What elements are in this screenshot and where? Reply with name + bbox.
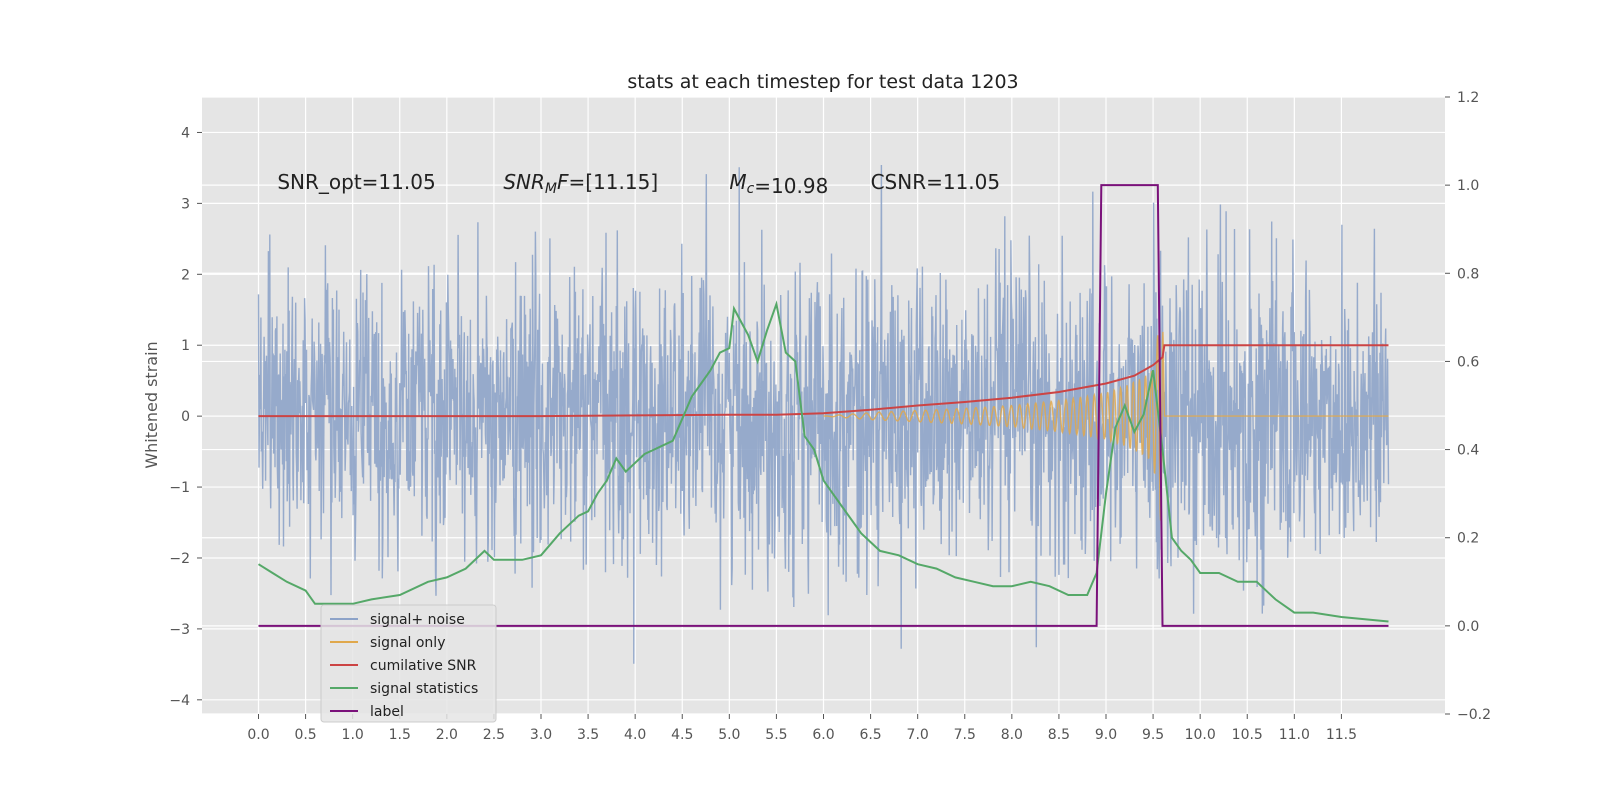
x-tick-label-10: 5.0: [718, 727, 740, 743]
x-tick-label-11: 5.5: [765, 727, 787, 743]
x-tick-label-8: 4.0: [624, 727, 646, 743]
legend-label-1: signal only: [370, 635, 445, 651]
y-tick-label-7: 3: [181, 196, 190, 212]
series-line-3: [257, 300, 1389, 623]
x-tick-label-5: 2.5: [483, 727, 505, 743]
x-axis: 0.0 0.5 1.0 1.5 2.0 2.5 3.0 3.5 4.0 4.5 5.0 5.5 6.0 6…: [247, 714, 1357, 743]
legend-box: [320, 604, 497, 723]
x-tick-label-14: 7.0: [907, 727, 929, 743]
plot-area: [257, 164, 1390, 664]
legend-label-2: cumilative SNR: [370, 658, 477, 674]
annotation-0: SNR_opt=11.05: [277, 170, 435, 194]
series-signal-only: [823, 331, 1389, 521]
y-axis-left: −4 −3 −2 −1 0 1 2 3 4: [169, 125, 202, 709]
y-tick-label-3: −1: [169, 480, 190, 496]
annotation-2: Mc=10.98: [729, 170, 828, 198]
legend-label-4: label: [370, 704, 404, 720]
x-tick-label-12: 6.0: [812, 727, 834, 743]
y-tick-label-2: −2: [169, 551, 190, 567]
x-tick-label-17: 8.5: [1048, 727, 1070, 743]
x-tick-label-3: 1.5: [389, 727, 411, 743]
y2-tick-label-1: 0.0: [1457, 619, 1479, 635]
y-tick-label-8: 4: [181, 125, 190, 141]
y-tick-label-0: −4: [169, 693, 190, 709]
legend-label-0: signal+ noise: [370, 612, 465, 628]
x-tick-label-20: 10.0: [1185, 727, 1216, 743]
y-tick-label-5: 1: [181, 338, 190, 354]
x-tick-label-13: 6.5: [859, 727, 881, 743]
y-tick-label-1: −3: [169, 622, 190, 638]
x-tick-label-19: 9.5: [1142, 727, 1164, 743]
y-tick-label-6: 2: [181, 267, 190, 283]
x-tick-label-9: 4.5: [671, 727, 693, 743]
series-line-4: [258, 184, 1389, 627]
y2-tick-label-5: 0.8: [1457, 266, 1479, 282]
series-line-2: [258, 344, 1389, 418]
annotations: SNR_opt=11.05 SNRMF=[11.15] Mc=10.98 CSNR=1…: [277, 170, 1000, 198]
y2-tick-label-7: 1.2: [1457, 90, 1479, 106]
x-tick-label-7: 3.5: [577, 727, 599, 743]
series-signal-noise: [257, 164, 1390, 664]
y-tick-label-4: 0: [181, 409, 190, 425]
x-tick-label-22: 11.0: [1279, 727, 1310, 743]
legend-items: signal+ noise signal only cumilative SNR si…: [330, 612, 478, 720]
y2-tick-label-4: 0.6: [1457, 354, 1479, 370]
x-tick-label-16: 8.0: [1001, 727, 1023, 743]
x-tick-label-4: 2.0: [436, 727, 458, 743]
annotation-3: CSNR=11.05: [871, 170, 1001, 194]
y2-tick-label-0: −0.2: [1457, 707, 1491, 723]
x-tick-label-6: 3.0: [530, 727, 552, 743]
x-tick-label-2: 1.0: [342, 727, 364, 743]
y2-tick-label-2: 0.2: [1457, 531, 1479, 547]
y-axis-title: Whitened strain: [142, 341, 161, 468]
x-tick-label-21: 10.5: [1232, 727, 1263, 743]
x-tick-label-23: 11.5: [1326, 727, 1357, 743]
annotation-1: SNRMF=[11.15]: [503, 170, 658, 197]
chart-title: stats at each timestep for test data 120…: [627, 71, 1018, 93]
x-tick-label-0: 0.0: [247, 727, 269, 743]
legend: signal+ noise signal only cumilative SNR si…: [320, 604, 497, 723]
x-tick-label-1: 0.5: [294, 727, 316, 743]
series-layer: [257, 164, 1390, 664]
y2-tick-label-6: 1.0: [1457, 178, 1479, 194]
legend-label-3: signal statistics: [370, 681, 478, 697]
x-tick-label-15: 7.5: [954, 727, 976, 743]
y-axis-right: −0.2 0.0 0.2 0.4 0.6 0.8 1.0 1.2: [1445, 90, 1491, 723]
y2-tick-label-3: 0.4: [1457, 443, 1479, 459]
x-tick-label-18: 9.0: [1095, 727, 1117, 743]
